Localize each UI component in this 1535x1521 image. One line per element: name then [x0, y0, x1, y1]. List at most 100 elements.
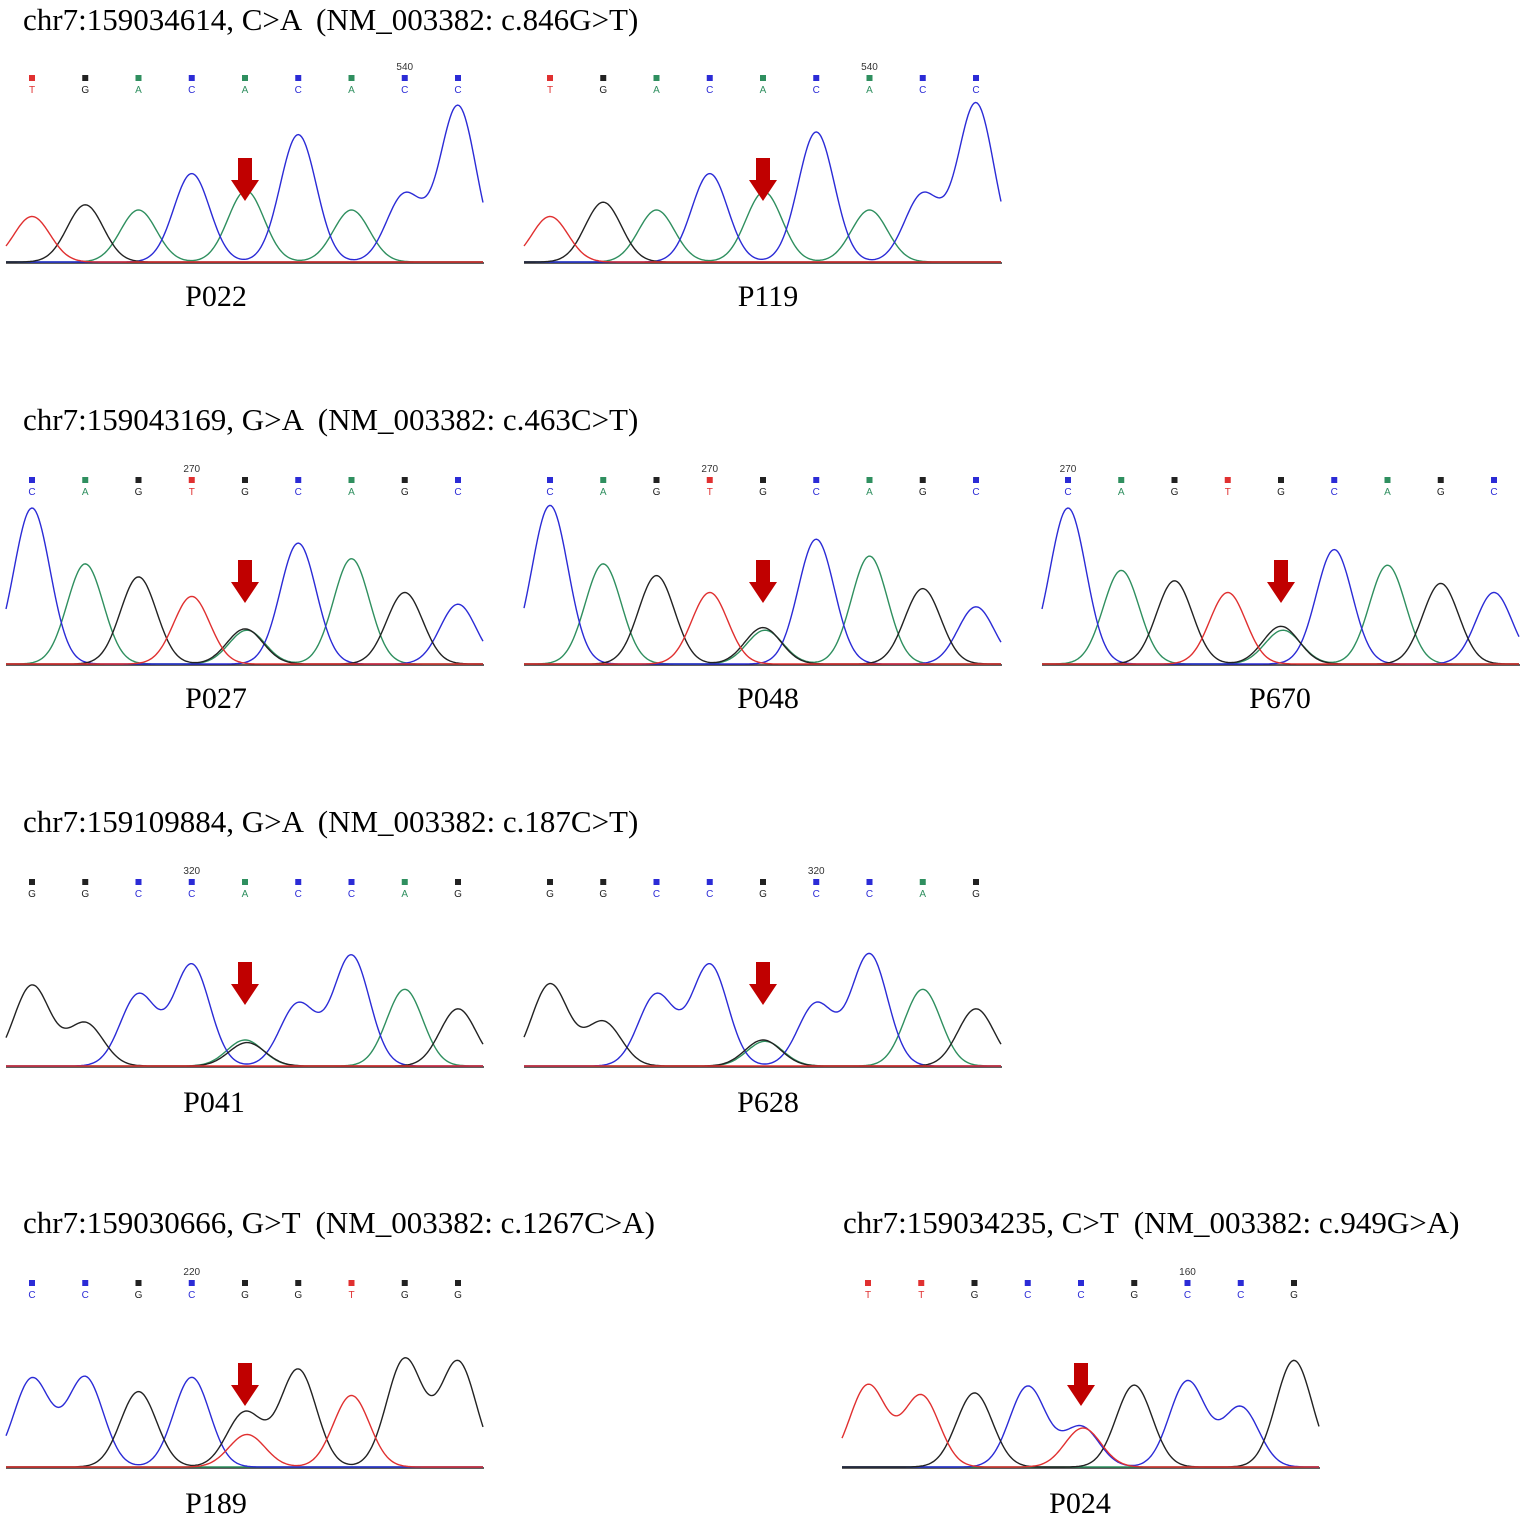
base-call-marker	[919, 75, 926, 81]
base-call-marker	[135, 75, 142, 81]
base-call-letter: C	[972, 487, 979, 498]
position-label: 320	[183, 866, 200, 877]
sample-label-p189: P189	[185, 1487, 247, 1520]
base-call-letter: G	[135, 487, 143, 498]
variant-arrow-icon	[231, 962, 259, 1005]
base-call-marker	[188, 477, 195, 483]
base-call-marker	[82, 1280, 89, 1286]
variant-arrow-icon	[749, 158, 777, 201]
chromatogram-panel-p670: C A G T G C A G C 270	[1041, 462, 1522, 712]
base-call-marker	[348, 477, 355, 483]
base-call-marker	[29, 477, 35, 483]
base-call-letter: C	[295, 487, 302, 498]
base-call-letter: A	[653, 85, 660, 96]
chromatogram-trace: C A G T G C A G C 270	[5, 464, 484, 666]
base-call-letter: G	[972, 889, 980, 900]
trace-t	[1042, 591, 1519, 665]
trace-t	[523, 215, 1001, 263]
chromatogram-panel-p027: C A G T G C A G C 270	[5, 462, 486, 712]
base-call-letter: A	[600, 487, 607, 498]
trace-t	[841, 1383, 1319, 1468]
base-call-marker	[706, 75, 713, 81]
base-call-marker	[813, 75, 820, 81]
base-call-marker	[242, 879, 248, 885]
base-call-marker	[973, 879, 979, 885]
base-call-marker	[188, 1280, 195, 1286]
base-call-marker	[1384, 477, 1391, 483]
base-call-marker	[348, 75, 355, 81]
trace-c	[5, 1375, 483, 1468]
base-call-marker	[1171, 477, 1178, 483]
base-call-marker	[455, 75, 461, 81]
base-call-marker	[29, 75, 35, 81]
base-call-letter: C	[1024, 1290, 1031, 1301]
base-call-letter: C	[188, 85, 195, 96]
base-call-letter: C	[401, 85, 408, 96]
chromatogram-trace: T G A C A C A C C 540	[5, 62, 484, 264]
base-call-marker	[295, 1280, 302, 1286]
base-call-marker	[401, 477, 408, 483]
base-call-letter: G	[81, 889, 89, 900]
base-call-letter: T	[918, 1290, 924, 1301]
base-call-marker	[866, 75, 873, 81]
base-call-letter: G	[919, 487, 927, 498]
trace-t	[6, 595, 483, 665]
chromatogram-trace: C C G C G G T G G 220	[5, 1267, 484, 1469]
base-call-marker	[242, 1280, 248, 1286]
base-call-marker	[760, 879, 766, 885]
base-call-letter: G	[546, 889, 554, 900]
base-call-letter: C	[813, 487, 820, 498]
trace-c	[524, 952, 1001, 1067]
position-label: 540	[396, 62, 413, 73]
position-label: 270	[183, 464, 200, 475]
position-label: 270	[701, 464, 718, 475]
chromatogram-panel-p189: C C G C G G T G G 220	[5, 1265, 486, 1515]
base-call-marker	[653, 75, 660, 81]
base-call-letter: C	[28, 487, 35, 498]
trace-g	[1042, 580, 1519, 665]
base-call-marker	[348, 879, 355, 885]
base-call-marker	[1437, 477, 1444, 483]
base-call-letter: C	[82, 1290, 89, 1301]
base-call-marker	[760, 75, 766, 81]
base-call-letter: C	[454, 487, 461, 498]
base-call-letter: G	[294, 1290, 302, 1301]
base-call-letter: G	[401, 487, 409, 498]
base-call-marker	[760, 477, 766, 483]
base-call-letter: C	[1077, 1290, 1084, 1301]
base-call-letter: C	[1490, 487, 1497, 498]
base-call-marker	[348, 1280, 355, 1286]
chromatogram-panel-p628: G G C C G C C A G 320	[523, 864, 1004, 1114]
base-call-marker	[1291, 1280, 1297, 1286]
base-call-letter: G	[454, 889, 462, 900]
trace-a	[524, 555, 1001, 665]
base-call-marker	[242, 477, 248, 483]
base-call-letter: A	[135, 85, 142, 96]
base-call-letter: C	[454, 85, 461, 96]
base-call-letter: G	[971, 1290, 979, 1301]
trace-a	[1042, 564, 1519, 665]
base-call-letter: C	[188, 889, 195, 900]
sample-label-p048: P048	[737, 682, 799, 715]
base-call-marker	[82, 477, 89, 483]
base-call-letter: C	[28, 1290, 35, 1301]
trace-a	[524, 191, 1001, 263]
base-call-letter: A	[401, 889, 408, 900]
base-call-letter: G	[653, 487, 661, 498]
variant-title-2: chr7:159043169, G>A (NM_003382: c.463C>T…	[23, 402, 639, 437]
base-call-letter: C	[1331, 487, 1338, 498]
sample-label-p628: P628	[737, 1086, 799, 1119]
sample-label-p022: P022	[185, 280, 247, 313]
trace-a	[6, 189, 483, 263]
base-call-marker	[919, 879, 926, 885]
base-call-marker	[971, 1280, 978, 1286]
sample-label-p119: P119	[737, 280, 799, 313]
sample-label-p670: P670	[1249, 682, 1311, 715]
trace-t	[524, 591, 1001, 665]
base-call-letter: C	[653, 889, 660, 900]
chromatogram-trace: T T G C C G C C G 160	[841, 1267, 1320, 1469]
base-call-letter: C	[919, 85, 926, 96]
base-call-marker	[401, 1280, 408, 1286]
base-call-marker	[188, 75, 195, 81]
chromatogram-panel-p022: T G A C A C A C C 540	[5, 60, 486, 310]
